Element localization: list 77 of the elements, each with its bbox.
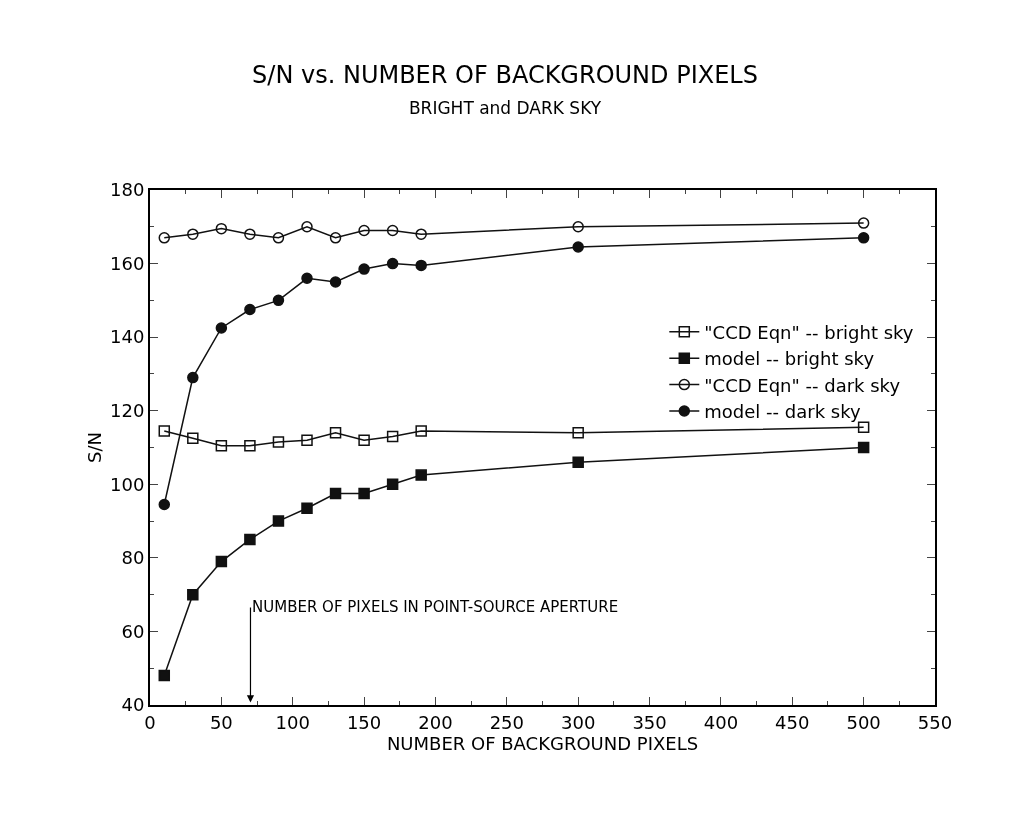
point [187,228,199,240]
point [358,487,370,500]
point [329,232,342,244]
point [158,498,171,511]
point [187,371,199,384]
y-tick-label: 80 [121,547,145,569]
point [415,425,427,437]
x-tick-label: 550 [917,711,953,733]
point [329,487,342,500]
point [301,272,313,285]
point [272,232,285,244]
point [415,469,427,481]
annotation: NUMBER OF PIXELS IN POINT-SOURCE APERTURE [252,598,619,616]
point [244,303,256,316]
x-tick-label: 350 [632,711,667,733]
point [301,221,313,233]
point [857,441,870,454]
point [158,232,171,244]
point [329,427,342,439]
point [272,294,285,307]
chart-title: S/N vs. NUMBER OF BACKGROUND PIXELS [252,60,758,89]
point [244,439,256,452]
point [301,434,313,446]
point [329,276,342,288]
point [215,555,228,568]
point [301,502,313,514]
y-tick-label: 40 [121,694,145,716]
y-axis-title: S/N [83,432,105,463]
legend-label: model -- dark sky [704,401,861,423]
y-tick-label: 140 [110,326,145,348]
point [215,222,228,235]
point [415,259,427,272]
point [215,322,228,334]
point [358,224,370,237]
point [386,257,399,270]
point [386,478,399,491]
x-tick-label: 300 [561,711,596,733]
point [358,434,370,446]
point [572,221,584,233]
y-tick-label: 160 [110,252,145,274]
x-tick-label: 50 [209,711,233,733]
y-tick-label: 180 [110,179,145,201]
x-tick-label: 400 [703,711,739,733]
x-tick-label: 200 [418,711,453,733]
x-tick-label: 100 [275,711,310,733]
x-tick-label: 500 [846,711,881,733]
point [857,421,870,434]
y-tick-label: 60 [121,620,145,642]
x-tick-label: 450 [775,711,810,733]
point [158,425,171,437]
point [386,224,399,237]
point [386,430,399,443]
point [358,263,370,275]
legend-label: "CCD Eqn" -- dark sky [704,374,901,396]
legend-label: model -- bright sky [704,348,875,370]
point [187,432,199,445]
x-tick-label: 250 [489,711,524,733]
chart-subtitle: BRIGHT and DARK SKY [408,97,602,118]
y-tick-label: 100 [110,473,145,495]
x-tick-label: 150 [346,711,382,733]
point [158,669,171,682]
point [272,515,285,527]
point [572,241,584,253]
x-tick-label: 0 [144,711,156,733]
point [572,456,584,468]
point [215,439,228,452]
point [415,228,427,240]
point [857,217,870,229]
point [857,232,870,244]
point [187,588,199,601]
point [244,228,256,240]
point [572,427,584,439]
y-tick-label: 120 [110,400,145,422]
legend-label: "CCD Eqn" -- bright sky [704,321,914,343]
point [244,533,256,546]
x-axis-title: NUMBER OF BACKGROUND PIXELS [386,732,699,754]
point [272,436,285,448]
